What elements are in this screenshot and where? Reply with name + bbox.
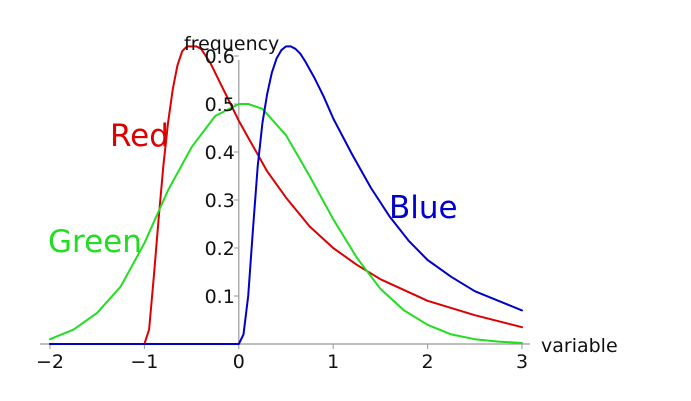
x-tick-label: 1: [327, 351, 339, 373]
y-tick-label: 0.4: [205, 142, 235, 164]
y-axis-title: frequency: [184, 33, 279, 55]
series-label-blue: Blue: [389, 190, 458, 226]
x-axis-title: variable: [541, 335, 618, 357]
x-tick-label: 0: [233, 351, 245, 373]
x-tick-label: −2: [36, 351, 64, 373]
x-tick-label: 3: [516, 351, 528, 373]
x-tick-label: −1: [130, 351, 158, 373]
y-tick-label: 0.6: [205, 46, 235, 68]
x-tick-label: 2: [422, 351, 434, 373]
y-tick-label: 0.3: [205, 190, 235, 212]
y-tick-label: 0.5: [205, 94, 235, 116]
series-line-green: [49, 103, 523, 344]
y-tick-label: 0.1: [205, 286, 235, 308]
series-lines: [49, 45, 523, 345]
y-tick-label: 0.2: [205, 238, 235, 260]
series-label-green: Green: [48, 224, 142, 260]
series-label-red: Red: [110, 118, 169, 154]
tick-labels: −2 −1 0 1 2 3 0.1 0.2 0.3 0.4 0.5 0.6: [36, 46, 528, 373]
series-line-blue: [49, 45, 523, 345]
